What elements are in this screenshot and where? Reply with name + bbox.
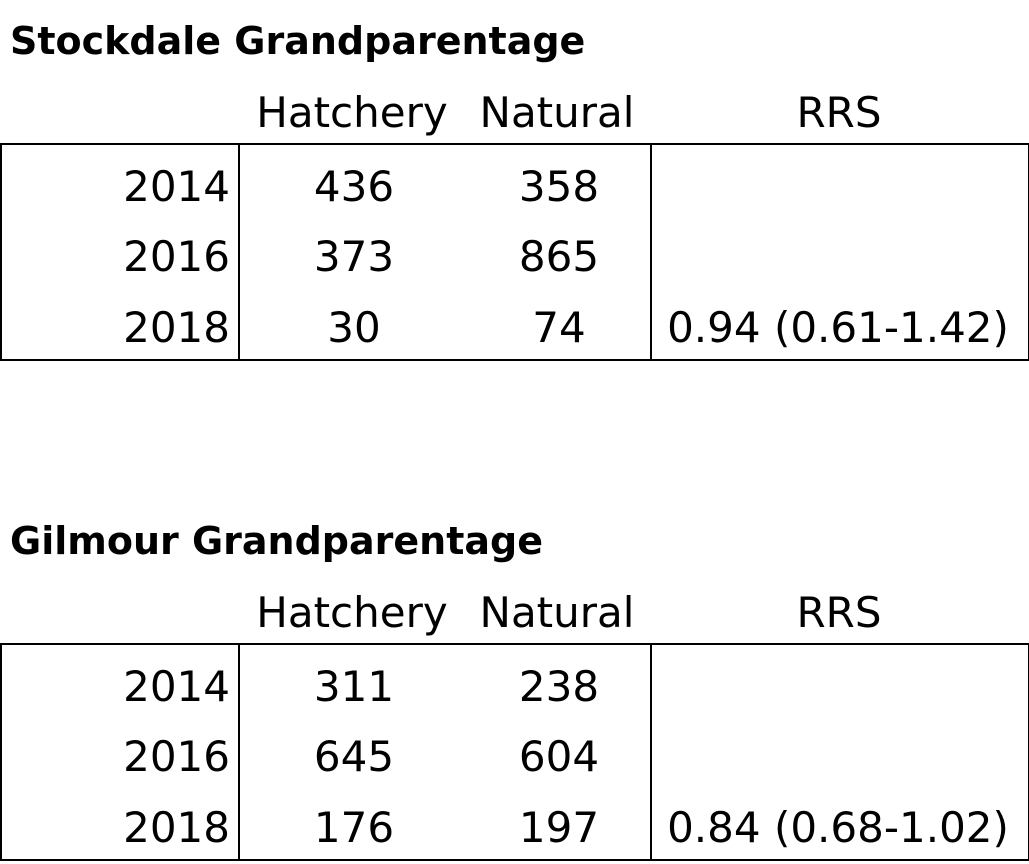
year-cell: 2014	[123, 662, 230, 711]
rrs-cell: 0.94 (0.61-1.42)	[667, 303, 1009, 352]
header-hatchery: Hatchery	[256, 588, 448, 637]
header-hatchery: Hatchery	[256, 88, 448, 137]
gilmour-table-section: Gilmour Grandparentage Hatchery Natural …	[0, 500, 1029, 862]
year-cell: 2014	[123, 162, 230, 211]
column-divider	[238, 145, 240, 359]
natural-cell: 74	[532, 303, 586, 352]
rrs-cell	[652, 651, 1024, 723]
hatchery-cell: 311	[313, 662, 395, 711]
year-cell: 2016	[123, 732, 230, 781]
natural-cell: 238	[518, 662, 600, 711]
hatchery-cell: 30	[327, 303, 381, 352]
table-row: 2014 436 358	[2, 151, 1028, 223]
table-body: 2014 311 238 2016 645 604 2018 176 197 0…	[0, 643, 1029, 861]
table-row: 2016 373 865	[2, 221, 1028, 293]
table-row: 2018 176 197 0.84 (0.68-1.02)	[2, 792, 1028, 864]
year-cell: 2016	[123, 232, 230, 281]
header-rrs: RRS	[796, 588, 882, 637]
rrs-cell	[652, 221, 1024, 293]
header-natural: Natural	[479, 88, 635, 137]
header-rrs: RRS	[796, 88, 882, 137]
hatchery-cell: 645	[313, 732, 395, 781]
header-natural: Natural	[479, 588, 635, 637]
year-cell: 2018	[123, 803, 230, 852]
column-divider	[650, 645, 652, 859]
stockdale-table-section: Stockdale Grandparentage Hatchery Natura…	[0, 0, 1029, 362]
table-body: 2014 436 358 2016 373 865 2018 30 74 0.9…	[0, 143, 1029, 361]
rrs-cell	[652, 721, 1024, 793]
natural-cell: 197	[518, 803, 600, 852]
year-cell: 2018	[123, 303, 230, 352]
table-row: 2018 30 74 0.94 (0.61-1.42)	[2, 292, 1028, 364]
column-divider	[650, 145, 652, 359]
hatchery-cell: 373	[313, 232, 395, 281]
table-title: Gilmour Grandparentage	[10, 519, 543, 563]
natural-cell: 865	[518, 232, 600, 281]
table-title: Stockdale Grandparentage	[10, 19, 586, 63]
rrs-cell: 0.84 (0.68-1.02)	[667, 803, 1009, 852]
table-row: 2014 311 238	[2, 651, 1028, 723]
natural-cell: 604	[518, 732, 600, 781]
hatchery-cell: 176	[313, 803, 395, 852]
rrs-cell	[652, 151, 1024, 223]
natural-cell: 358	[518, 162, 600, 211]
table-row: 2016 645 604	[2, 721, 1028, 793]
hatchery-cell: 436	[313, 162, 395, 211]
column-divider	[238, 645, 240, 859]
